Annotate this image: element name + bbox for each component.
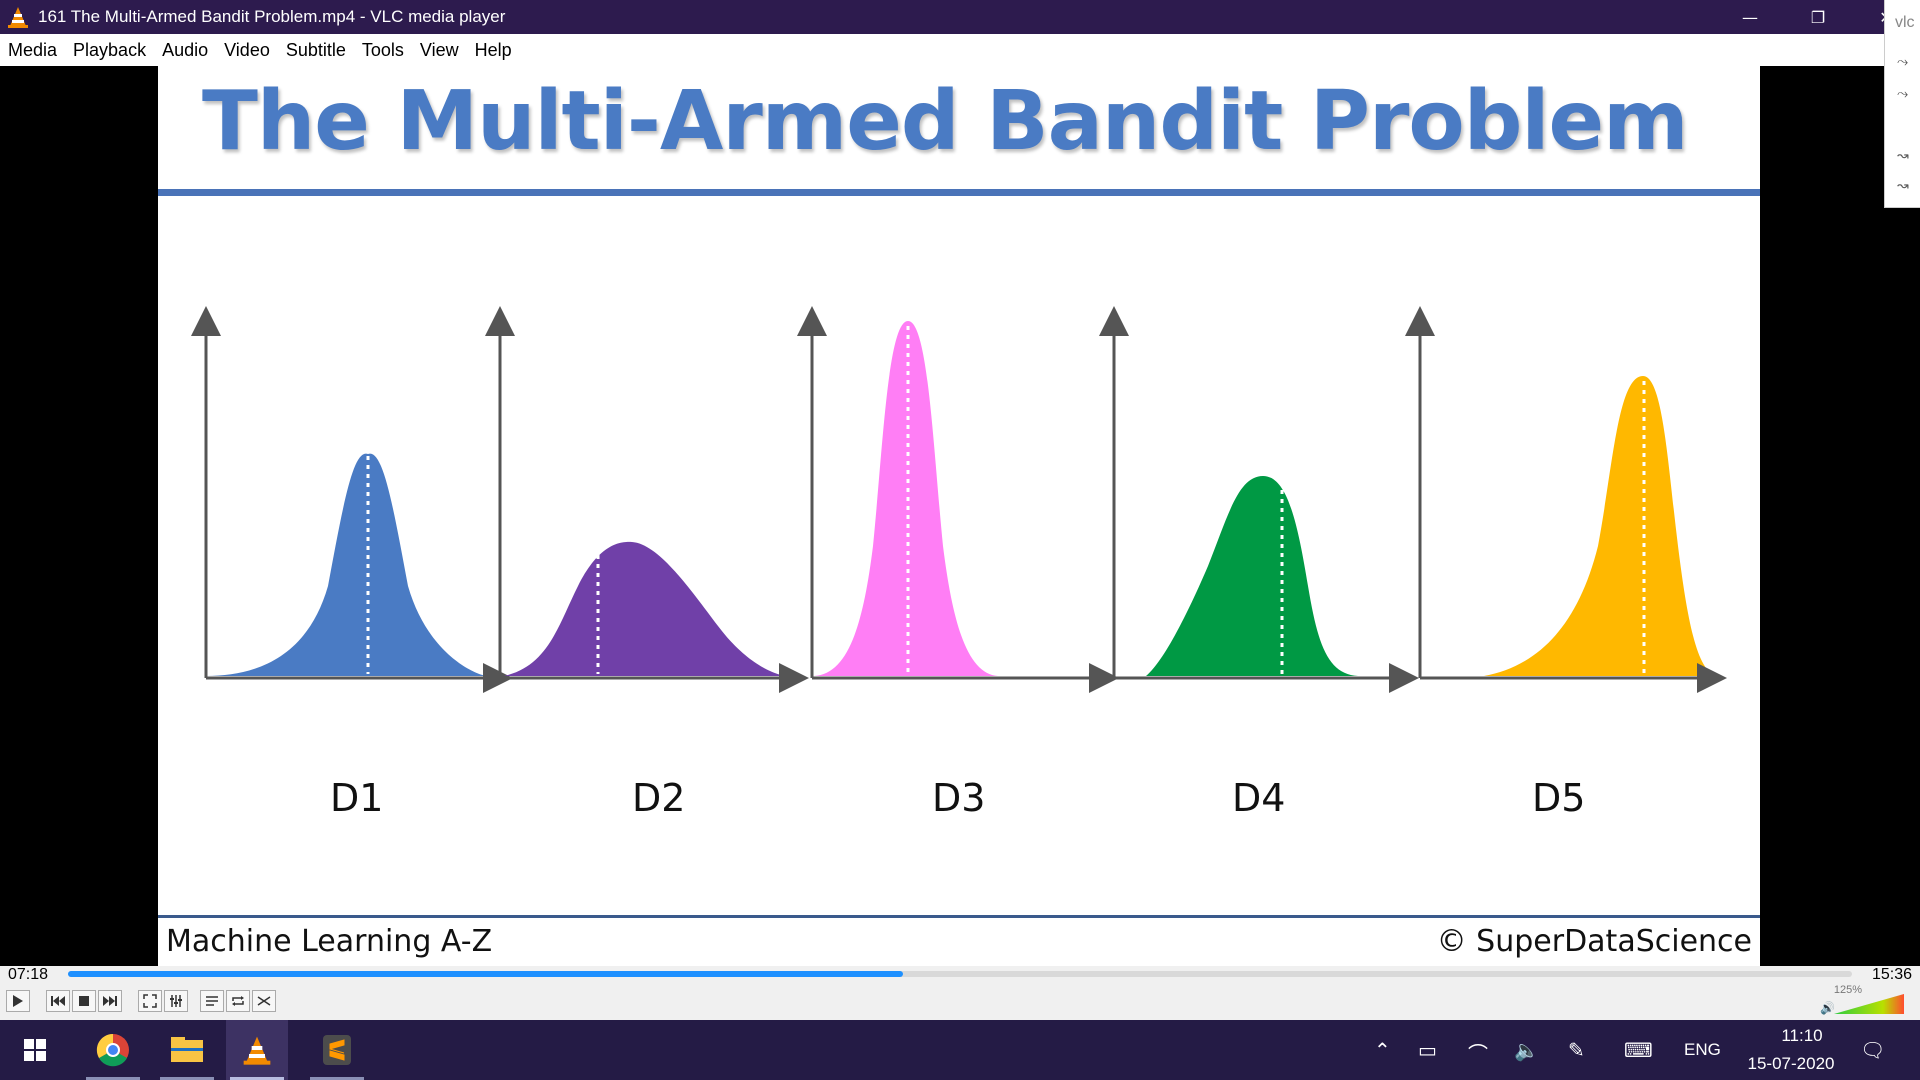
divider (158, 189, 1760, 196)
stop-icon (79, 996, 89, 1006)
vlc-cone-icon (8, 7, 28, 28)
fullscreen-button[interactable] (138, 990, 162, 1012)
slide: The Multi-Armed Bandit Problem (158, 66, 1760, 966)
windows-icon (24, 1039, 46, 1061)
active-indicator (310, 1077, 364, 1080)
menu-view[interactable]: View (419, 39, 459, 60)
ext-icon[interactable]: ↝ (1897, 178, 1909, 194)
distribution-d1 (191, 306, 513, 693)
keyboard-icon[interactable]: ⌨ (1624, 1038, 1653, 1062)
divider (158, 915, 1760, 918)
vlc-cone-icon (243, 1036, 271, 1065)
curve-d2 (504, 541, 788, 676)
next-icon (103, 996, 117, 1006)
menu-media[interactable]: Media (8, 39, 58, 60)
playlist-button[interactable] (200, 990, 224, 1012)
vlc-tag: vlc (1895, 14, 1915, 31)
distribution-d3 (797, 306, 1119, 693)
playback-controls: 07:18 15:36 125% (0, 966, 1920, 1020)
loop-icon (232, 996, 244, 1006)
notifications-icon[interactable]: 🗨 (1860, 1038, 1886, 1062)
stop-button[interactable] (72, 990, 96, 1012)
distribution-d2 (485, 306, 809, 693)
shuffle-icon (257, 996, 271, 1006)
loop-button[interactable] (226, 990, 250, 1012)
chevron-up-icon[interactable]: ⌃ (1374, 1038, 1391, 1062)
menu-playback[interactable]: Playback (73, 39, 147, 60)
previous-button[interactable] (46, 990, 70, 1012)
taskbar-vlc[interactable] (226, 1020, 288, 1080)
taskbar: ⌃ ▭ ⌒ 🔈 ✎ ⌨ ENG 11:10 15-07-2020 🗨 (0, 1020, 1920, 1080)
menu-bar: Media Playback Audio Video Subtitle Tool… (0, 34, 1920, 66)
label-d1: D1 (330, 776, 384, 820)
distribution-d5 (1405, 306, 1727, 693)
sublime-icon (323, 1035, 351, 1065)
window-title: 161 The Multi-Armed Bandit Problem.mp4 -… (38, 7, 506, 26)
volume-slider[interactable]: 🔊 (1820, 992, 1906, 1016)
elapsed-time: 07:18 (8, 966, 49, 983)
title-bar: 161 The Multi-Armed Bandit Problem.mp4 -… (0, 0, 1920, 34)
next-button[interactable] (98, 990, 122, 1012)
restore-button[interactable]: ❐ (1810, 7, 1826, 27)
active-indicator (230, 1077, 284, 1080)
vlc-extension-panel: vlc ⤳ ⤳ ↝ ↝ (1884, 0, 1920, 208)
volume-label: 125% (1833, 984, 1862, 996)
menu-tools[interactable]: Tools (361, 39, 404, 60)
chrome-icon (96, 1033, 129, 1067)
video-area[interactable]: The Multi-Armed Bandit Problem (0, 66, 1920, 966)
play-button[interactable] (6, 990, 30, 1012)
taskbar-file-explorer[interactable] (156, 1020, 218, 1080)
taskbar-chrome[interactable] (82, 1020, 144, 1080)
course-name: Machine Learning A-Z (166, 924, 493, 959)
input-language[interactable]: ENG (1684, 1040, 1721, 1059)
wifi-icon[interactable]: ⌒ (1468, 1042, 1488, 1066)
clock-time[interactable]: 11:10 (1781, 1026, 1823, 1045)
menu-help[interactable]: Help (474, 39, 512, 60)
ext-icon[interactable]: ⤳ (1897, 54, 1909, 70)
clock-date[interactable]: 15-07-2020 (1747, 1054, 1835, 1073)
start-button[interactable] (4, 1020, 66, 1080)
previous-icon (51, 996, 65, 1006)
curve-d5 (1484, 376, 1718, 676)
ext-icon[interactable]: ↝ (1897, 148, 1909, 164)
playlist-icon (206, 996, 218, 1006)
pen-icon[interactable]: ✎ (1568, 1038, 1585, 1062)
equalizer-icon (170, 995, 182, 1007)
total-time: 15:36 (1871, 966, 1912, 983)
label-d4: D4 (1232, 776, 1286, 820)
menu-audio[interactable]: Audio (162, 39, 209, 60)
active-indicator (86, 1077, 140, 1080)
curve-d4 (1146, 476, 1358, 676)
curve-d3 (814, 321, 998, 676)
slide-title: The Multi-Armed Bandit Problem (202, 74, 1689, 169)
seek-bar[interactable] (68, 971, 1852, 977)
seek-progress (68, 971, 903, 977)
play-icon (13, 995, 23, 1007)
taskbar-sublime-text[interactable] (306, 1020, 368, 1080)
distribution-plots (191, 306, 1727, 693)
active-indicator (160, 1077, 214, 1080)
label-d3: D3 (932, 776, 986, 820)
label-d2: D2 (632, 776, 686, 820)
battery-icon[interactable]: ▭ (1418, 1038, 1437, 1062)
extended-settings-button[interactable] (164, 990, 188, 1012)
fullscreen-icon (143, 994, 157, 1008)
folder-icon (171, 1037, 203, 1062)
ext-icon[interactable]: ⤳ (1897, 86, 1909, 102)
menu-video[interactable]: Video (224, 39, 270, 60)
menu-subtitle[interactable]: Subtitle (285, 39, 346, 60)
speaker-icon[interactable]: 🔊 (1820, 1000, 1835, 1015)
minimize-button[interactable]: — (1742, 7, 1758, 27)
distribution-d4 (1099, 306, 1419, 693)
shuffle-button[interactable] (252, 990, 276, 1012)
curve-d1 (206, 453, 488, 676)
copyright: © SuperDataScience (1436, 924, 1752, 959)
label-d5: D5 (1532, 776, 1586, 820)
speaker-icon[interactable]: 🔈 (1514, 1038, 1539, 1062)
